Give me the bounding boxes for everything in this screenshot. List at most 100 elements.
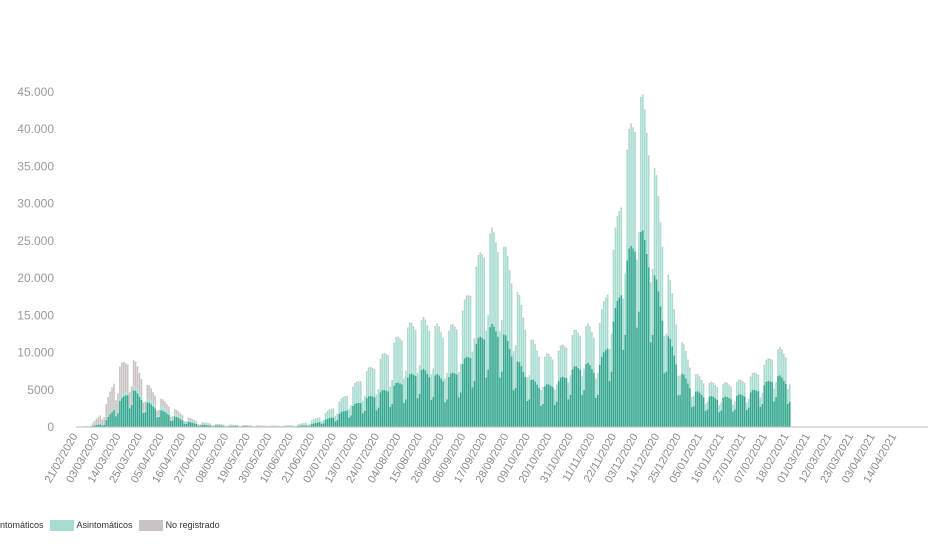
bar-segment-sintomaticos xyxy=(640,231,642,427)
bar-segment-sintomaticos xyxy=(632,248,634,427)
bar-segment-no-registrado xyxy=(540,389,542,391)
bar-segment-asintomaticos xyxy=(414,331,417,376)
bar-segment-sintomaticos xyxy=(189,422,192,427)
bar-segment-no-registrado xyxy=(117,393,119,412)
bar-segment-no-registrado xyxy=(354,383,356,385)
bar-segment-no-registrado xyxy=(595,378,597,380)
bar-segment-asintomaticos xyxy=(230,425,233,426)
bar-segment-asintomaticos xyxy=(320,421,323,425)
bar-segment-no-registrado xyxy=(600,309,603,311)
bar-segment-asintomaticos xyxy=(373,370,376,398)
bar-segment-no-registrado xyxy=(103,417,106,425)
bar-segment-sintomaticos xyxy=(107,416,109,427)
bar-segment-asintomaticos xyxy=(314,419,317,423)
bar-segment-asintomaticos xyxy=(395,338,397,383)
bar-segment-sintomaticos xyxy=(706,409,709,427)
bar-segment-asintomaticos xyxy=(195,422,198,424)
bar-segment-asintomaticos xyxy=(287,425,290,427)
bar-segment-no-registrado xyxy=(528,375,531,377)
bar-segment-asintomaticos xyxy=(469,297,472,358)
bar-segment-asintomaticos xyxy=(465,297,468,357)
bar-segment-no-registrado xyxy=(487,315,489,317)
bar-segment-no-registrado xyxy=(499,331,501,333)
bar-segment-no-registrado xyxy=(638,232,640,234)
bar-segment-no-registrado xyxy=(444,378,446,380)
bar-segment-asintomaticos xyxy=(459,364,462,393)
bar-segment-asintomaticos xyxy=(495,243,497,332)
bar-segment-no-registrado xyxy=(438,326,440,329)
bar-segment-asintomaticos xyxy=(124,392,127,396)
bar-segment-sintomaticos xyxy=(651,334,654,427)
bar-segment-no-registrado xyxy=(181,415,184,419)
bar-segment-no-registrado xyxy=(636,259,638,261)
bar-segment-sintomaticos xyxy=(702,397,705,427)
bar-segment-asintomaticos xyxy=(365,373,368,399)
bar-segment-no-registrado xyxy=(730,386,732,388)
bar-segment-sintomaticos xyxy=(199,425,201,427)
legend-item-sintomaticos: Sintomáticos xyxy=(0,520,44,530)
bar-segment-no-registrado xyxy=(516,292,519,294)
bar-segment-sintomaticos xyxy=(181,420,184,427)
bar-segment-asintomaticos xyxy=(549,358,552,386)
bar-segment-no-registrado xyxy=(549,356,552,359)
bar-segment-sintomaticos xyxy=(497,336,499,427)
bar-segment-asintomaticos xyxy=(119,398,121,401)
bar-segment-no-registrado xyxy=(716,387,719,389)
bar-segment-asintomaticos xyxy=(455,330,458,375)
bar-segment-sintomaticos xyxy=(170,420,172,427)
bar-segment-asintomaticos xyxy=(593,339,595,373)
bar-segment-no-registrado xyxy=(154,395,156,405)
bar-segment-asintomaticos xyxy=(475,268,478,344)
bar-segment-sintomaticos xyxy=(111,411,113,427)
bar-segment-no-registrado xyxy=(140,379,143,397)
bar-segment-sintomaticos xyxy=(749,392,752,427)
bar-segment-asintomaticos xyxy=(675,325,677,365)
bar-segment-asintomaticos xyxy=(201,423,203,425)
bar-segment-no-registrado xyxy=(739,379,742,382)
bar-segment-asintomaticos xyxy=(138,392,141,397)
bar-segment-no-registrado xyxy=(751,373,754,375)
bar-segment-asintomaticos xyxy=(358,382,360,403)
bar-segment-no-registrado xyxy=(360,381,362,383)
bar-segment-asintomaticos xyxy=(428,332,431,378)
bar-segment-sintomaticos xyxy=(694,391,697,427)
bar-segment-no-registrado xyxy=(477,255,480,257)
bar-segment-asintomaticos xyxy=(463,301,466,359)
bar-segment-no-registrado xyxy=(642,94,644,96)
bar-segment-sintomaticos xyxy=(156,417,158,427)
bar-segment-asintomaticos xyxy=(285,425,288,427)
bar-segment-asintomaticos xyxy=(506,257,509,342)
bar-segment-asintomaticos xyxy=(602,303,605,353)
bar-segment-sintomaticos xyxy=(97,424,100,427)
bar-segment-asintomaticos xyxy=(512,352,515,391)
bar-segment-no-registrado xyxy=(614,227,617,230)
bar-segment-no-registrado xyxy=(408,322,411,325)
bar-segment-asintomaticos xyxy=(518,296,521,363)
bar-segment-asintomaticos xyxy=(407,329,409,378)
bar-segment-asintomaticos xyxy=(113,408,115,410)
bar-segment-no-registrado xyxy=(665,333,668,335)
bar-segment-sintomaticos xyxy=(389,407,391,427)
bar-segment-asintomaticos xyxy=(97,424,100,425)
bar-segment-no-registrado xyxy=(536,350,538,353)
bar-segment-no-registrado xyxy=(369,366,372,369)
bar-segment-no-registrado xyxy=(389,386,391,388)
bar-segment-asintomaticos xyxy=(718,406,721,413)
bar-segment-no-registrado xyxy=(442,337,444,340)
y-tick-label: 0 xyxy=(47,420,54,434)
bar-segment-no-registrado xyxy=(113,383,115,409)
bar-segment-sintomaticos xyxy=(559,377,562,427)
bar-segment-asintomaticos xyxy=(128,406,131,409)
bar-segment-no-registrado xyxy=(508,270,511,272)
bar-segment-no-registrado xyxy=(195,421,198,423)
bar-segment-no-registrado xyxy=(170,416,172,420)
bar-segment-no-registrado xyxy=(371,367,374,370)
bar-segment-sintomaticos xyxy=(193,423,196,427)
bar-segment-no-registrado xyxy=(781,349,783,351)
bar-segment-asintomaticos xyxy=(187,419,190,422)
bar-segment-sintomaticos xyxy=(487,369,489,427)
bar-segment-asintomaticos xyxy=(653,169,656,276)
bar-segment-sintomaticos xyxy=(403,403,405,427)
bar-segment-sintomaticos xyxy=(585,363,587,427)
bar-segment-sintomaticos xyxy=(526,400,529,427)
